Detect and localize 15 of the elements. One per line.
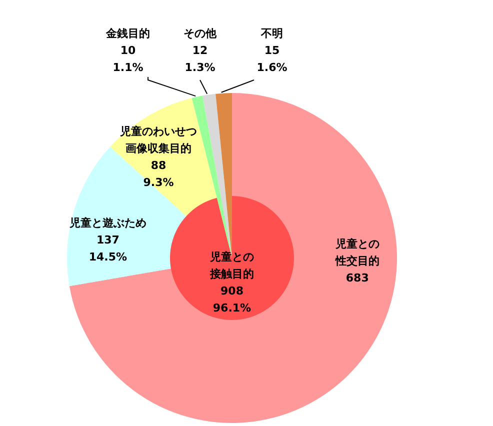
slice-label: 金銭目的 <box>105 27 150 40</box>
data-label: 12 1.3% <box>184 44 216 74</box>
slice-label: 児童との性交目的 <box>334 237 380 268</box>
data-label: 88 9.3% <box>143 158 174 189</box>
slice-label: 不明 <box>260 27 283 40</box>
pie-slice <box>170 196 294 320</box>
slice-label: 児童と遊ぶため <box>68 216 146 230</box>
data-label: 137 14.5% <box>88 234 128 264</box>
data-label: 10 1.1% <box>112 44 144 74</box>
data-label: 908 96.1% <box>212 284 252 314</box>
slice-label: 児童との接触目的 <box>209 250 254 280</box>
data-label: 683 <box>346 271 369 284</box>
slice-label: 児童のわいせつ画像収集目的 <box>118 124 197 155</box>
data-label: 15 1.6% <box>256 44 288 74</box>
slice-label: その他 <box>184 27 218 40</box>
